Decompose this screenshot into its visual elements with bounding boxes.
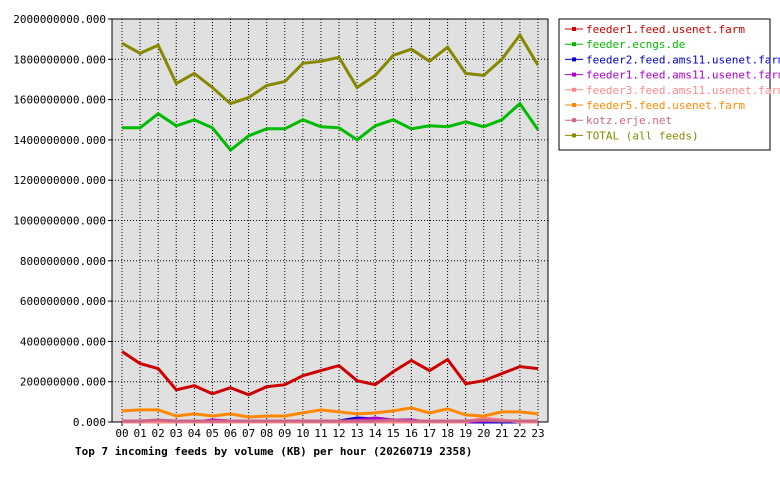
legend-marker [572, 72, 576, 77]
x-tick-label: 18 [441, 427, 454, 440]
x-tick-label: 09 [278, 427, 291, 440]
x-tick-label: 08 [260, 427, 273, 440]
legend-label: feeder1.feed.usenet.farm [586, 23, 745, 36]
series-line-7: TOTAL (all feeds) [121, 32, 540, 106]
y-tick-label: 1600000000.000 [13, 94, 106, 107]
grid [112, 18, 548, 423]
legend-label: feeder3.feed.ams11.usenet.farm [586, 84, 780, 97]
x-tick-label: 00 [115, 427, 128, 440]
series-line-1: feeder.ecngs.de [122, 101, 540, 153]
x-tick-label: 01 [133, 427, 146, 440]
legend-marker [572, 103, 576, 107]
x-tick-label: 10 [296, 427, 309, 440]
legend-label: kotz.erje.net [586, 114, 672, 127]
legend-marker [572, 27, 576, 31]
x-tick-label: 21 [495, 427, 508, 440]
series-line-0: feeder1.feed.usenet.farm [121, 350, 539, 397]
y-tick-label: 2000000000.000 [13, 13, 106, 26]
x-tick-label: 14 [369, 427, 383, 440]
legend-marker [572, 118, 576, 123]
y-tick-label: 600000000.000 [20, 295, 106, 308]
x-tick-label: 19 [459, 427, 472, 440]
x-tick-label: 02 [152, 427, 165, 440]
legend-marker [572, 42, 576, 47]
x-tick-label: 17 [423, 427, 436, 440]
legend-label: TOTAL (all feeds) [586, 129, 699, 142]
x-tick-label: 07 [242, 427, 255, 440]
x-tick-label: 20 [477, 427, 490, 440]
y-tick-label: 800000000.000 [20, 255, 106, 268]
y-tick-label: 400000000.000 [20, 335, 106, 348]
x-tick-label: 22 [513, 427, 526, 440]
legend-label: feeder5.feed.usenet.farm [586, 99, 745, 112]
x-tick-label: 11 [314, 427, 327, 440]
y-tick-label: 0.000 [73, 416, 106, 429]
series-line-6: kotz.erje.net [122, 418, 538, 423]
legend-label: feeder2.feed.ams11.usenet.farm [586, 53, 780, 66]
legend: feeder1.feed.usenet.farm feeder.ecngs.de f… [558, 18, 780, 151]
x-tick-label: 13 [351, 427, 364, 440]
y-tick-label: 1200000000.000 [13, 174, 106, 187]
x-tick-label: 15 [387, 427, 400, 440]
y-tick-label: 1000000000.000 [13, 215, 106, 228]
x-tick-label: 04 [188, 427, 202, 440]
plot-area [112, 19, 548, 422]
y-tick-label: 200000000.000 [20, 376, 106, 389]
x-tick-label: 12 [332, 427, 345, 440]
x-tick-label: 03 [170, 427, 183, 440]
series-lines: feeder1.feed.usenet.farm feeder.ecngs.de f… [121, 32, 540, 424]
x-tick-label: 23 [531, 427, 544, 440]
y-tick-label: 1400000000.000 [13, 134, 106, 147]
legend-label: feeder1.feed.ams11.usenet.farm [586, 69, 780, 82]
x-tick-label: 06 [224, 427, 237, 440]
legend-marker [572, 133, 576, 138]
legend-marker [572, 87, 576, 92]
x-tick-label: 16 [405, 427, 418, 440]
legend-label: feeder.ecngs.de [586, 38, 685, 51]
series-line-5: feeder5.feed.usenet.farm [121, 406, 539, 419]
legend-marker [572, 57, 576, 62]
x-tick-label: 05 [206, 427, 219, 440]
legend-box [558, 18, 771, 151]
y-tick-label: 1800000000.000 [13, 53, 106, 66]
chart-title: Top 7 incoming feeds by volume (KB) per … [75, 445, 472, 458]
